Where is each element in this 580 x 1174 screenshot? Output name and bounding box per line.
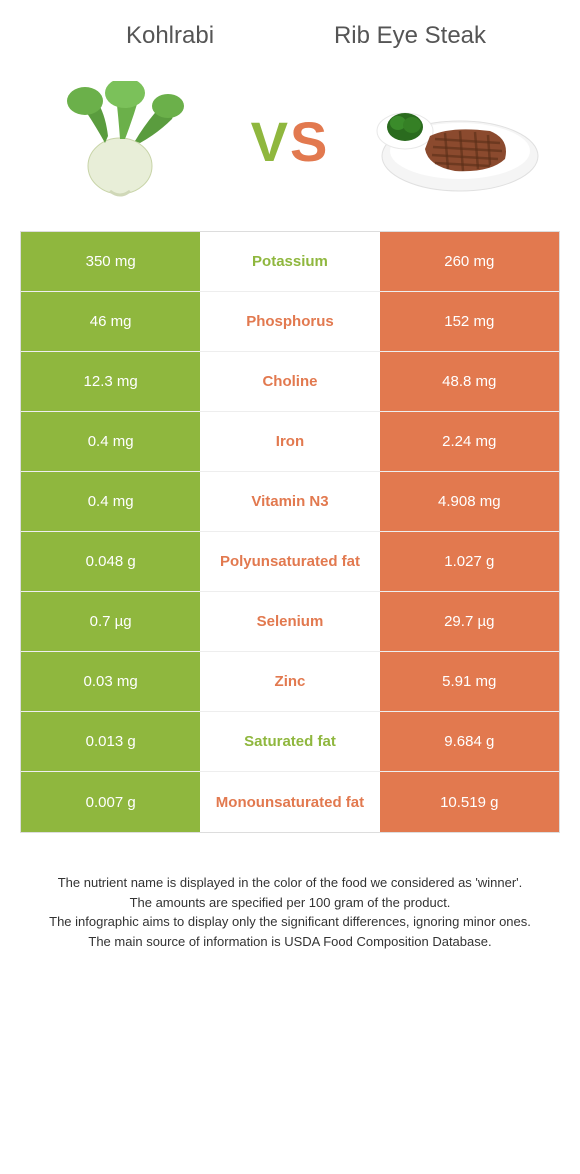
nutrient-name: Phosphorus	[200, 292, 379, 351]
nutrient-row: 0.4 mgIron2.24 mg	[21, 412, 559, 472]
nutrient-row: 12.3 mgCholine48.8 mg	[21, 352, 559, 412]
nutrient-right-value: 29.7 µg	[380, 592, 559, 651]
nutrient-name: Saturated fat	[200, 712, 379, 771]
nutrient-table: 350 mgPotassium260 mg46 mgPhosphorus152 …	[20, 231, 560, 833]
nutrient-row: 0.048 gPolyunsaturated fat1.027 g	[21, 532, 559, 592]
nutrient-row: 0.7 µgSelenium29.7 µg	[21, 592, 559, 652]
vs-s: S	[290, 110, 329, 173]
nutrient-name: Potassium	[200, 232, 379, 291]
nutrient-right-value: 1.027 g	[380, 532, 559, 591]
infographic-container: Kohlrabi Rib eye steak VS	[0, 0, 580, 971]
nutrient-name: Monounsaturated fat	[200, 772, 379, 832]
nutrient-row: 46 mgPhosphorus152 mg	[21, 292, 559, 352]
nutrient-name: Selenium	[200, 592, 379, 651]
nutrient-left-value: 0.013 g	[21, 712, 200, 771]
nutrient-row: 0.013 gSaturated fat9.684 g	[21, 712, 559, 772]
nutrient-right-value: 9.684 g	[380, 712, 559, 771]
nutrient-row: 0.03 mgZinc5.91 mg	[21, 652, 559, 712]
header-row: Kohlrabi Rib eye steak	[20, 20, 560, 51]
nutrient-row: 0.4 mgVitamin N34.908 mg	[21, 472, 559, 532]
nutrient-left-value: 12.3 mg	[21, 352, 200, 411]
steak-image	[360, 81, 540, 201]
nutrient-left-value: 0.03 mg	[21, 652, 200, 711]
footer-line: The main source of information is USDA F…	[40, 932, 540, 952]
nutrient-name: Vitamin N3	[200, 472, 379, 531]
nutrient-row: 0.007 gMonounsaturated fat10.519 g	[21, 772, 559, 832]
nutrient-right-value: 2.24 mg	[380, 412, 559, 471]
nutrient-right-value: 260 mg	[380, 232, 559, 291]
kohlrabi-image	[40, 81, 220, 201]
vs-label: VS	[251, 109, 330, 174]
nutrient-row: 350 mgPotassium260 mg	[21, 232, 559, 292]
footer-line: The amounts are specified per 100 gram o…	[40, 893, 540, 913]
nutrient-left-value: 46 mg	[21, 292, 200, 351]
nutrient-left-value: 0.7 µg	[21, 592, 200, 651]
nutrient-right-value: 10.519 g	[380, 772, 559, 832]
food-left-title: Kohlrabi	[74, 20, 266, 51]
footer-line: The infographic aims to display only the…	[40, 912, 540, 932]
nutrient-right-value: 5.91 mg	[380, 652, 559, 711]
footer-notes: The nutrient name is displayed in the co…	[20, 873, 560, 951]
nutrient-right-value: 4.908 mg	[380, 472, 559, 531]
nutrient-name: Iron	[200, 412, 379, 471]
images-row: VS	[20, 81, 560, 201]
vs-v: V	[251, 110, 290, 173]
nutrient-left-value: 0.4 mg	[21, 412, 200, 471]
nutrient-left-value: 0.007 g	[21, 772, 200, 832]
nutrient-right-value: 152 mg	[380, 292, 559, 351]
nutrient-name: Zinc	[200, 652, 379, 711]
nutrient-right-value: 48.8 mg	[380, 352, 559, 411]
nutrient-name: Choline	[200, 352, 379, 411]
nutrient-name: Polyunsaturated fat	[200, 532, 379, 591]
food-right-title: Rib eye steak	[314, 20, 506, 51]
nutrient-left-value: 350 mg	[21, 232, 200, 291]
footer-line: The nutrient name is displayed in the co…	[40, 873, 540, 893]
nutrient-left-value: 0.4 mg	[21, 472, 200, 531]
nutrient-left-value: 0.048 g	[21, 532, 200, 591]
